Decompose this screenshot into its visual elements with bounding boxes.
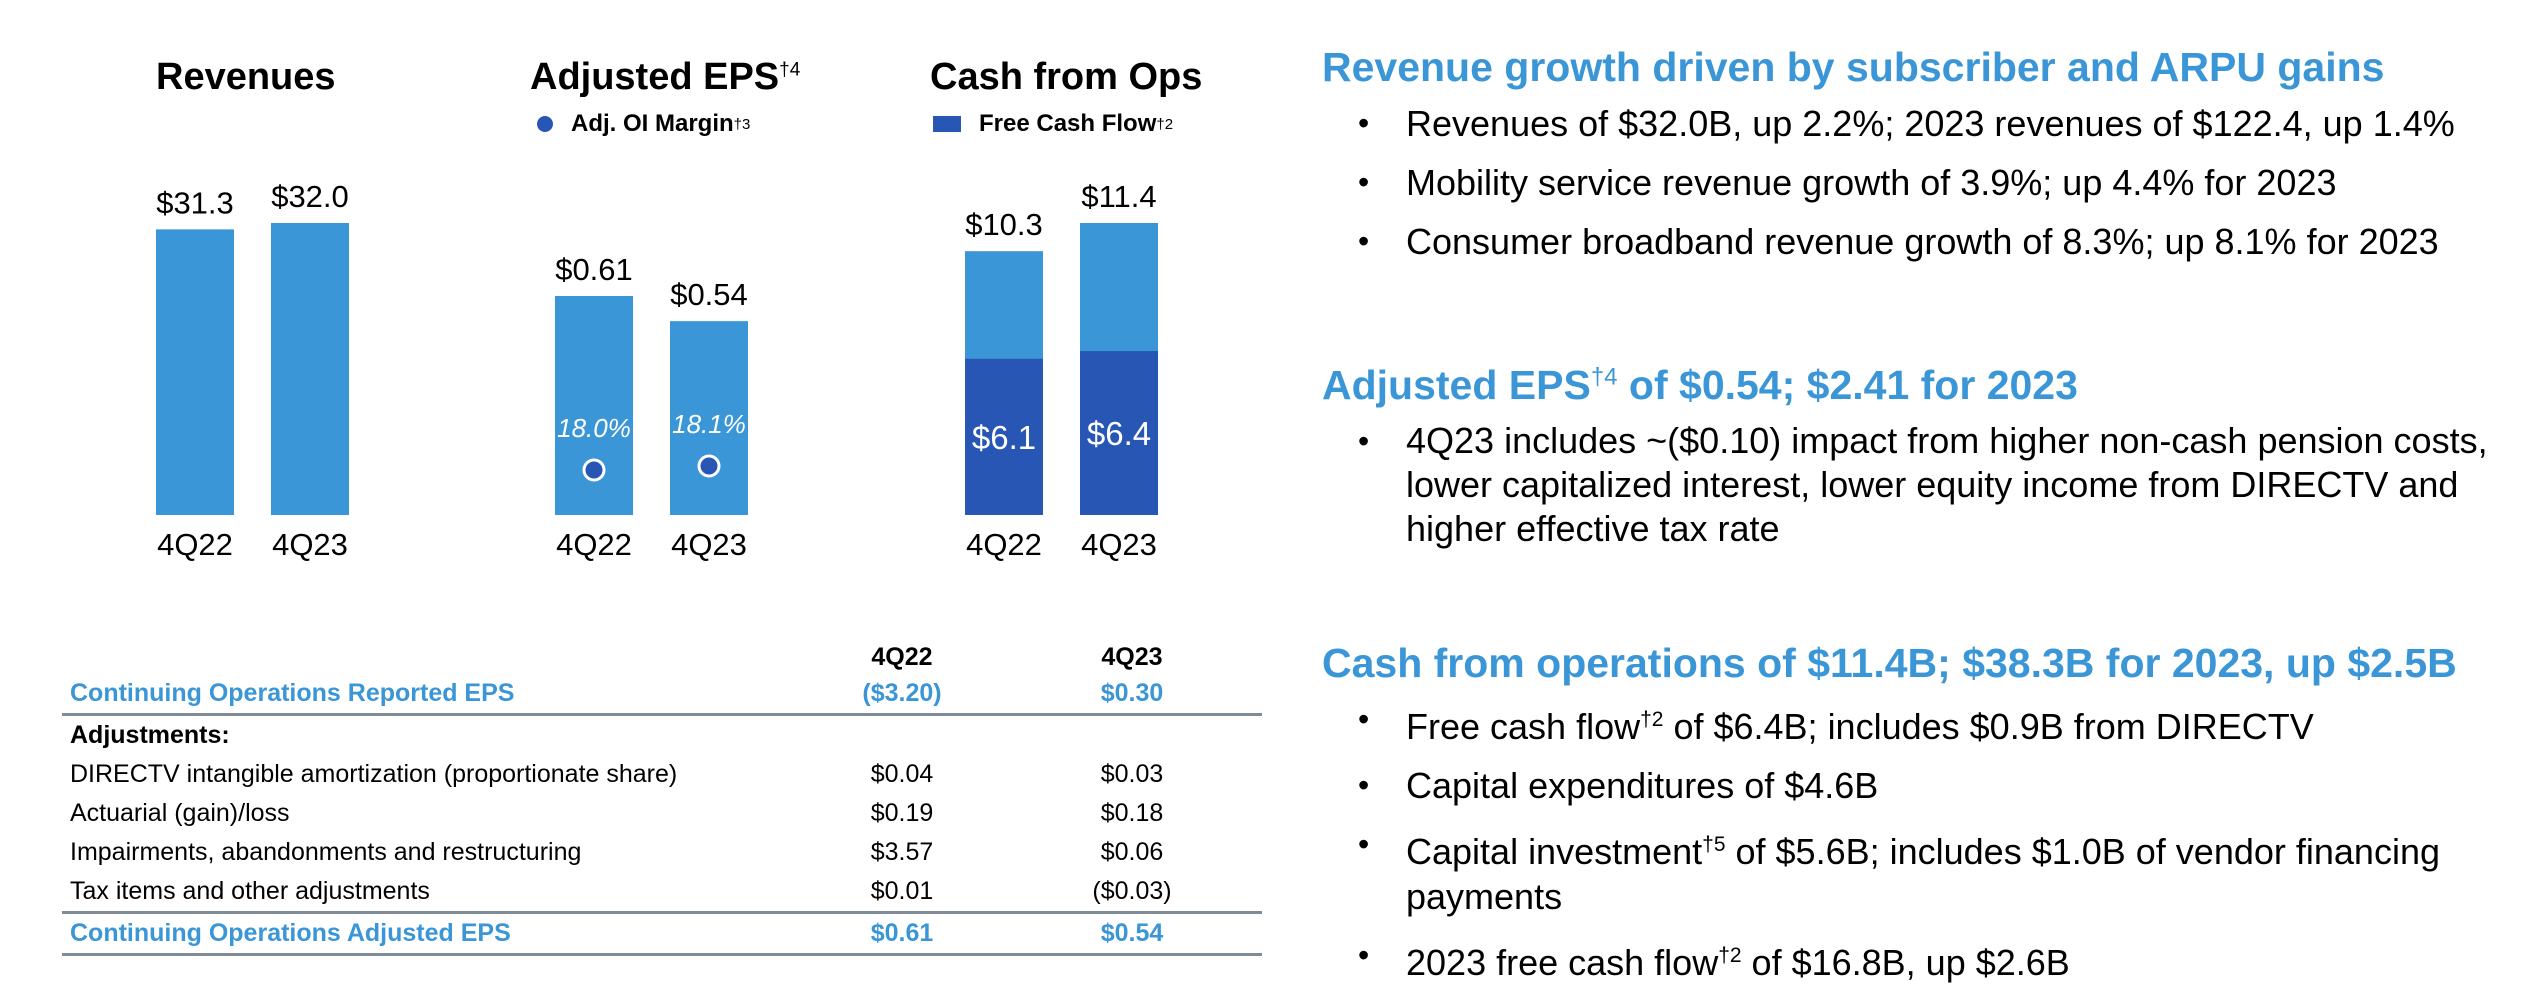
revenues-chart-title: Revenues [156,56,336,98]
eps-value-label-4q23: $0.54 [670,277,748,312]
oi-margin-label-4q22: 18.0% [557,413,631,443]
cash-from-operations-heading: Cash from operations of $11.4B; $38.3B f… [1322,640,2457,686]
list-item: 4Q23 includes ~($0.10) impact from highe… [1322,419,2512,551]
list-item: Capital investment†5 of $5.6B; includes … [1322,822,2512,919]
oi-margin-point-4q23 [697,454,721,478]
free-cash-flow-legend: Free Cash Flow †2 [933,110,1173,138]
list-item: Mobility service revenue growth of 3.9%;… [1322,160,2512,205]
row-value-4q22: $0.04 [870,760,934,788]
row-value-4q23: $0.03 [1100,760,1164,788]
cfo-category-label-4q22: 4Q22 [966,527,1042,562]
fcf-value-label-4q23: $6.4 [1087,415,1151,452]
adjustments-label: Adjustments: [70,721,230,749]
row-label: DIRECTV intangible amortization (proport… [70,760,678,788]
list-item: Free cash flow†2 of $6.4B; includes $0.9… [1322,697,2512,749]
legend-square-icon [933,116,961,132]
adjusted-eps-row: Continuing Operations Adjusted EPS $0.61… [62,914,1262,956]
cfo-value-label-4q22: $10.3 [965,207,1043,242]
reported-eps-4q22: ($3.20) [862,679,942,707]
revenues-value-label-4q23: $32.0 [271,179,349,214]
list-item: Revenues of $32.0B, up 2.2%; 2023 revenu… [1322,101,2512,146]
list-item: Consumer broadband revenue growth of 8.3… [1322,219,2512,264]
row-value-4q22: $3.57 [870,838,934,866]
revenues-category-label-4q23: 4Q23 [272,527,348,562]
table-row: Actuarial (gain)/loss $0.19 $0.18 [62,794,1262,833]
adjusted-eps-4q23: $0.54 [1100,919,1164,947]
reported-eps-4q23: $0.30 [1100,679,1164,707]
row-label: Tax items and other adjustments [70,877,430,905]
adjustments-heading-row: Adjustments: [62,716,1262,755]
fcf-bar-4q22 [965,358,1043,515]
reported-eps-label: Continuing Operations Reported EPS [70,679,515,707]
fcf-bar-4q23 [1080,351,1158,515]
charts-area: $31.3 $32.0 4Q22 4Q23 $0.61 $0.54 18.0% … [156,179,1158,562]
adjusted-eps-bullets: 4Q23 includes ~($0.10) impact from highe… [1322,419,2512,551]
list-item: 2023 free cash flow†2 of $16.8B, up $2.6… [1322,933,2512,985]
adjusted-eps-label: Continuing Operations Adjusted EPS [70,919,511,947]
cfo-value-label-4q23: $11.4 [1081,179,1156,214]
revenues-bar-4q23 [271,223,349,515]
adj-oi-margin-legend: Adj. OI Margin †3 [537,110,750,138]
revenues-bar-4q22 [156,229,234,515]
revenues-category-label-4q22: 4Q22 [157,527,233,562]
revenues-value-label-4q22: $31.3 [156,185,234,220]
eps-category-label-4q23: 4Q23 [671,527,747,562]
adjusted-eps-chart-title: Adjusted EPS†4 [530,56,801,98]
table-header-4q22: 4Q22 [871,643,933,671]
oi-margin-label-4q23: 18.1% [672,409,746,439]
eps-value-label-4q22: $0.61 [555,252,633,287]
adjusted-eps-section: Adjusted EPS†4 of $0.54; $2.41 for 2023 … [1322,362,2512,565]
table-row: Impairments, abandonments and restructur… [62,833,1262,872]
row-value-4q22: $0.19 [870,799,934,827]
cash-from-ops-chart-title: Cash from Ops [930,56,1203,98]
row-value-4q22: $0.01 [870,877,934,905]
revenue-growth-section: Revenue growth driven by subscriber and … [1322,44,2512,278]
revenue-growth-heading: Revenue growth driven by subscriber and … [1322,44,2385,90]
row-value-4q23: ($0.03) [1092,877,1172,905]
table-header-row: 4Q22 4Q23 [62,640,1262,674]
cfo-category-label-4q23: 4Q23 [1081,527,1157,562]
row-label: Impairments, abandonments and restructur… [70,838,582,866]
adjusted-eps-heading: Adjusted EPS†4 of $0.54; $2.41 for 2023 [1322,362,2078,408]
list-item: Capital expenditures of $4.6B [1322,763,2512,808]
legend-dot-icon [537,116,553,132]
row-value-4q23: $0.18 [1100,799,1164,827]
eps-bar-4q22 [555,296,633,515]
cash-from-operations-section: Cash from operations of $11.4B; $38.3B f… [1322,640,2512,999]
revenues-chart: $31.3 $32.0 4Q22 4Q23 [156,179,349,562]
eps-category-label-4q22: 4Q22 [556,527,632,562]
eps-reconciliation-table: 4Q22 4Q23 Continuing Operations Reported… [62,640,1262,956]
cash-from-ops-chart: $10.3 $11.4 $6.1 $6.4 4Q22 4Q23 [965,179,1158,562]
adjusted-eps-4q22: $0.61 [870,919,934,947]
row-value-4q23: $0.06 [1100,838,1164,866]
table-row: Tax items and other adjustments $0.01 ($… [62,872,1262,914]
row-label: Actuarial (gain)/loss [70,799,290,827]
fcf-value-label-4q22: $6.1 [972,419,1036,456]
revenue-growth-bullets: Revenues of $32.0B, up 2.2%; 2023 revenu… [1322,101,2512,264]
table-row: DIRECTV intangible amortization (proport… [62,755,1262,794]
adjusted-eps-chart: $0.61 $0.54 18.0% 18.1% 4Q22 4Q23 [555,252,748,562]
cash-from-operations-bullets: Free cash flow†2 of $6.4B; includes $0.9… [1322,697,2512,985]
eps-bar-4q23 [670,321,748,515]
table-header-4q23: 4Q23 [1101,643,1163,671]
oi-margin-point-4q22 [582,458,606,482]
reported-eps-row: Continuing Operations Reported EPS ($3.2… [62,674,1262,716]
